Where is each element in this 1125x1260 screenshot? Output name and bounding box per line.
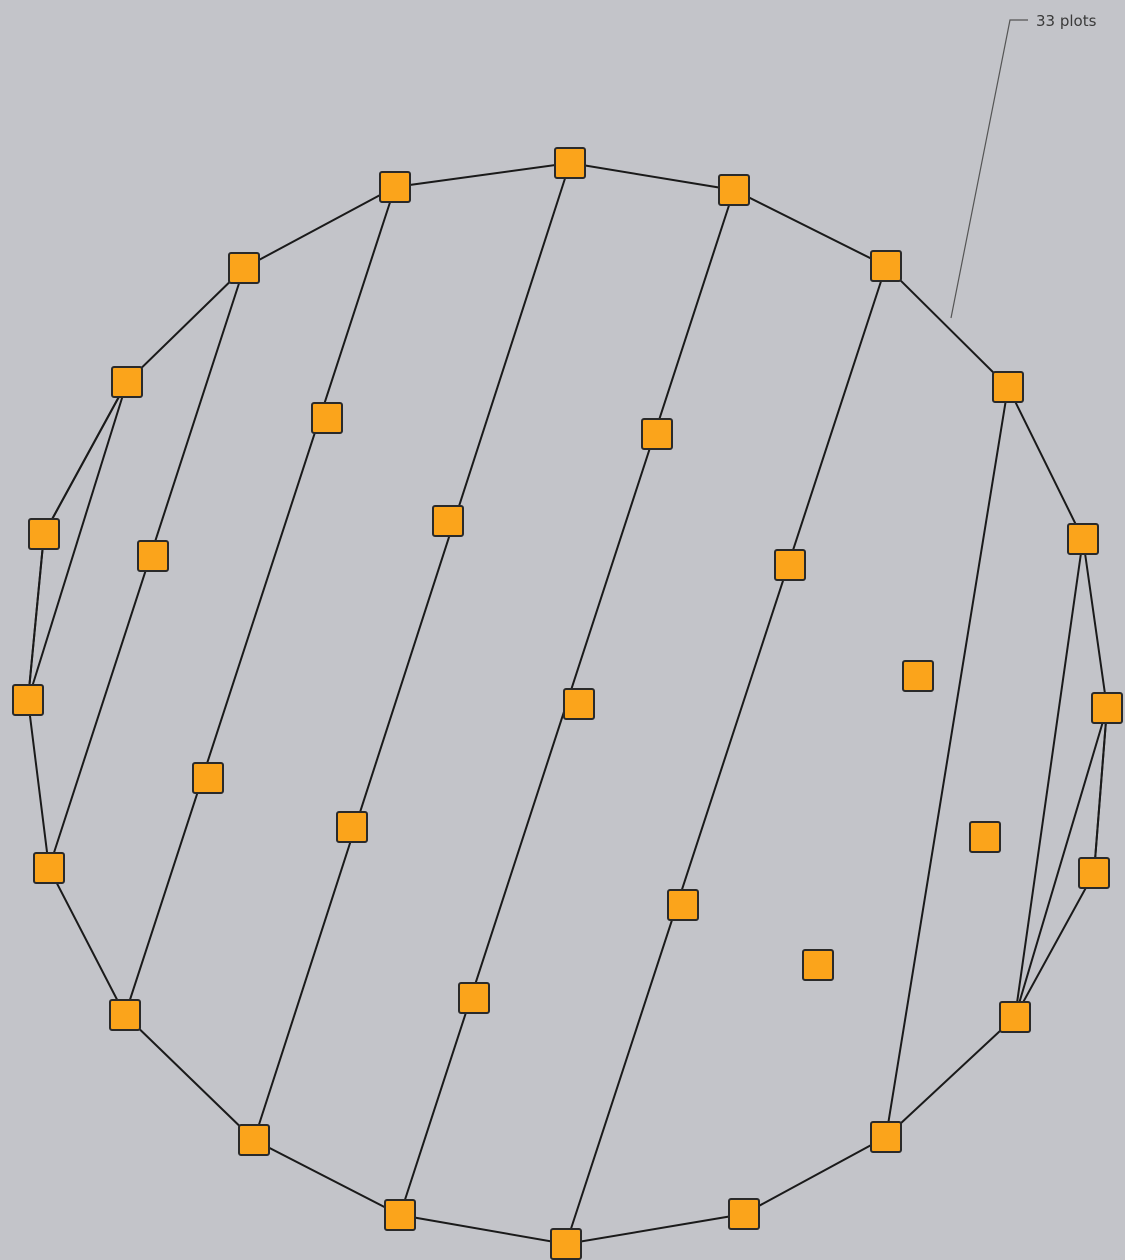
plot-marker [137,540,169,572]
plot-marker [1078,857,1110,889]
transect-line [1014,707,1108,1018]
plot-marker [641,418,673,450]
transect-line [27,533,45,701]
transect-line [1093,707,1108,874]
plot-marker [28,518,60,550]
plot-marker [458,982,490,1014]
plot-marker [969,821,1001,853]
plot-marker [1091,692,1123,724]
callout-leader-line [950,19,1028,319]
plot-marker [554,147,586,179]
plot-marker [238,1124,270,1156]
transect-line [1014,538,1084,1018]
plot-marker [192,762,224,794]
plot-marker [1067,523,1099,555]
transect-line [43,381,128,535]
plot-marker [33,852,65,884]
plot-marker [550,1228,582,1260]
plot-marker [992,371,1024,403]
transect-lines [27,162,1108,1245]
plot-marker [563,688,595,720]
plot-marker [902,660,934,692]
plot-marker [999,1001,1031,1033]
plot-marker [336,811,368,843]
callout: 33 plots [950,12,1097,319]
plot-marker [12,684,44,716]
plot-marker [311,402,343,434]
plot-marker [667,889,699,921]
plot-marker [111,366,143,398]
plot-marker [718,174,750,206]
plot-marker [870,250,902,282]
transect-line [565,265,887,1245]
plot-marker [774,549,806,581]
plot-marker [802,949,834,981]
callout-label: 33 plots [1036,12,1097,30]
transect-line [253,162,571,1141]
plot-marker [384,1199,416,1231]
plot-marker [228,252,260,284]
transect-line [27,381,128,701]
plot-marker [432,505,464,537]
plot-markers [12,147,1123,1260]
transect-line [885,386,1009,1138]
plot-marker [870,1121,902,1153]
plot-marker [109,999,141,1031]
transect-line [124,186,396,1016]
plot-marker [379,171,411,203]
plot-marker [728,1198,760,1230]
